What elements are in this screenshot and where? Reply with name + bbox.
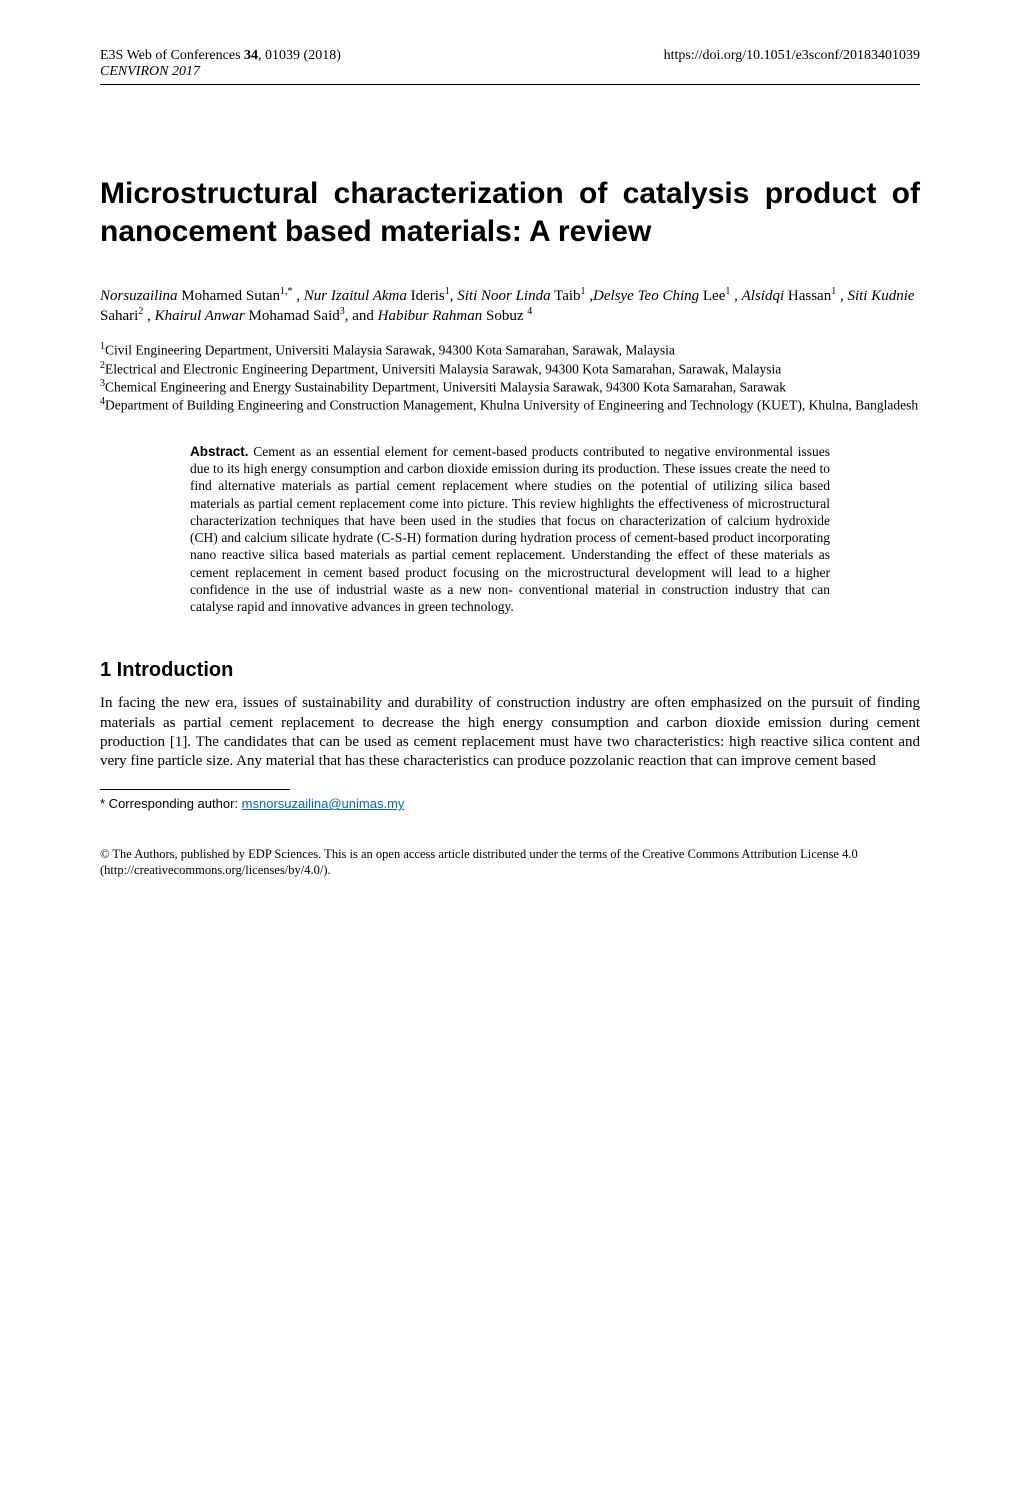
abstract-label: Abstract. [190, 444, 249, 459]
author-firstname: Habibur Rahman [378, 308, 483, 324]
page-container: E3S Web of Conferences 34, 01039 (2018) … [0, 0, 1020, 918]
affiliation: 4Department of Building Engineering and … [100, 396, 920, 414]
author-firstname: Alsidqi [742, 288, 785, 304]
header-doi: https://doi.org/10.1051/e3sconf/20183401… [664, 48, 920, 80]
abstract-text: Cement as an essential element for cemen… [190, 444, 830, 614]
author-lastname: Mohamad Said [245, 308, 340, 324]
copyright-notice: © The Authors, published by EDP Sciences… [100, 847, 920, 878]
author-firstname: Siti Kudnie [847, 288, 914, 304]
header-volume: 34 [244, 48, 258, 63]
section-heading: 1 Introduction [100, 659, 920, 682]
header-rule [100, 84, 920, 85]
body-paragraph: In facing the new era, issues of sustain… [100, 694, 920, 771]
running-header: E3S Web of Conferences 34, 01039 (2018) … [100, 48, 920, 80]
author-list: Norsuzailina Mohamed Sutan1,* , Nur Izai… [100, 286, 920, 326]
author-lastname: Taib [551, 288, 581, 304]
author-lastname: Hassan [784, 288, 831, 304]
author-lastname: Lee [699, 288, 725, 304]
author-firstname: Siti Noor Linda [457, 288, 550, 304]
header-journal: CENVIRON 2017 [100, 64, 341, 80]
author-sup: 4 [527, 306, 532, 317]
author-firstname: Khairul Anwar [155, 308, 245, 324]
affiliation: 1Civil Engineering Department, Universit… [100, 341, 920, 359]
header-article-num: , 01039 (2018) [258, 48, 341, 63]
author-lastname: Sahari [100, 308, 138, 324]
corresponding-footnote: * Corresponding author: msnorsuzailina@u… [100, 796, 920, 811]
author-firstname: Nur Izaitul Akma [304, 288, 407, 304]
author-sup: 1,* [280, 286, 293, 297]
corresponding-email-link[interactable]: msnorsuzailina@unimas.my [242, 796, 405, 811]
footnote-rule [100, 789, 290, 790]
author-lastname: Mohamed Sutan [178, 288, 281, 304]
article-title: Microstructural characterization of cata… [100, 175, 920, 252]
affiliations: 1Civil Engineering Department, Universit… [100, 341, 920, 415]
author-firstname: Norsuzailina [100, 288, 178, 304]
header-left: E3S Web of Conferences 34, 01039 (2018) … [100, 48, 341, 80]
footnote-label: Corresponding author: [105, 796, 242, 811]
abstract: Abstract. Cement as an essential element… [190, 443, 830, 616]
header-conf: E3S Web of Conferences [100, 48, 241, 63]
author-lastname: Sobuz [482, 308, 527, 324]
author-firstname: Delsye Teo Ching [593, 288, 699, 304]
affiliation: 2Electrical and Electronic Engineering D… [100, 360, 920, 378]
author-lastname: Ideris [407, 288, 445, 304]
affiliation: 3Chemical Engineering and Energy Sustain… [100, 378, 920, 396]
